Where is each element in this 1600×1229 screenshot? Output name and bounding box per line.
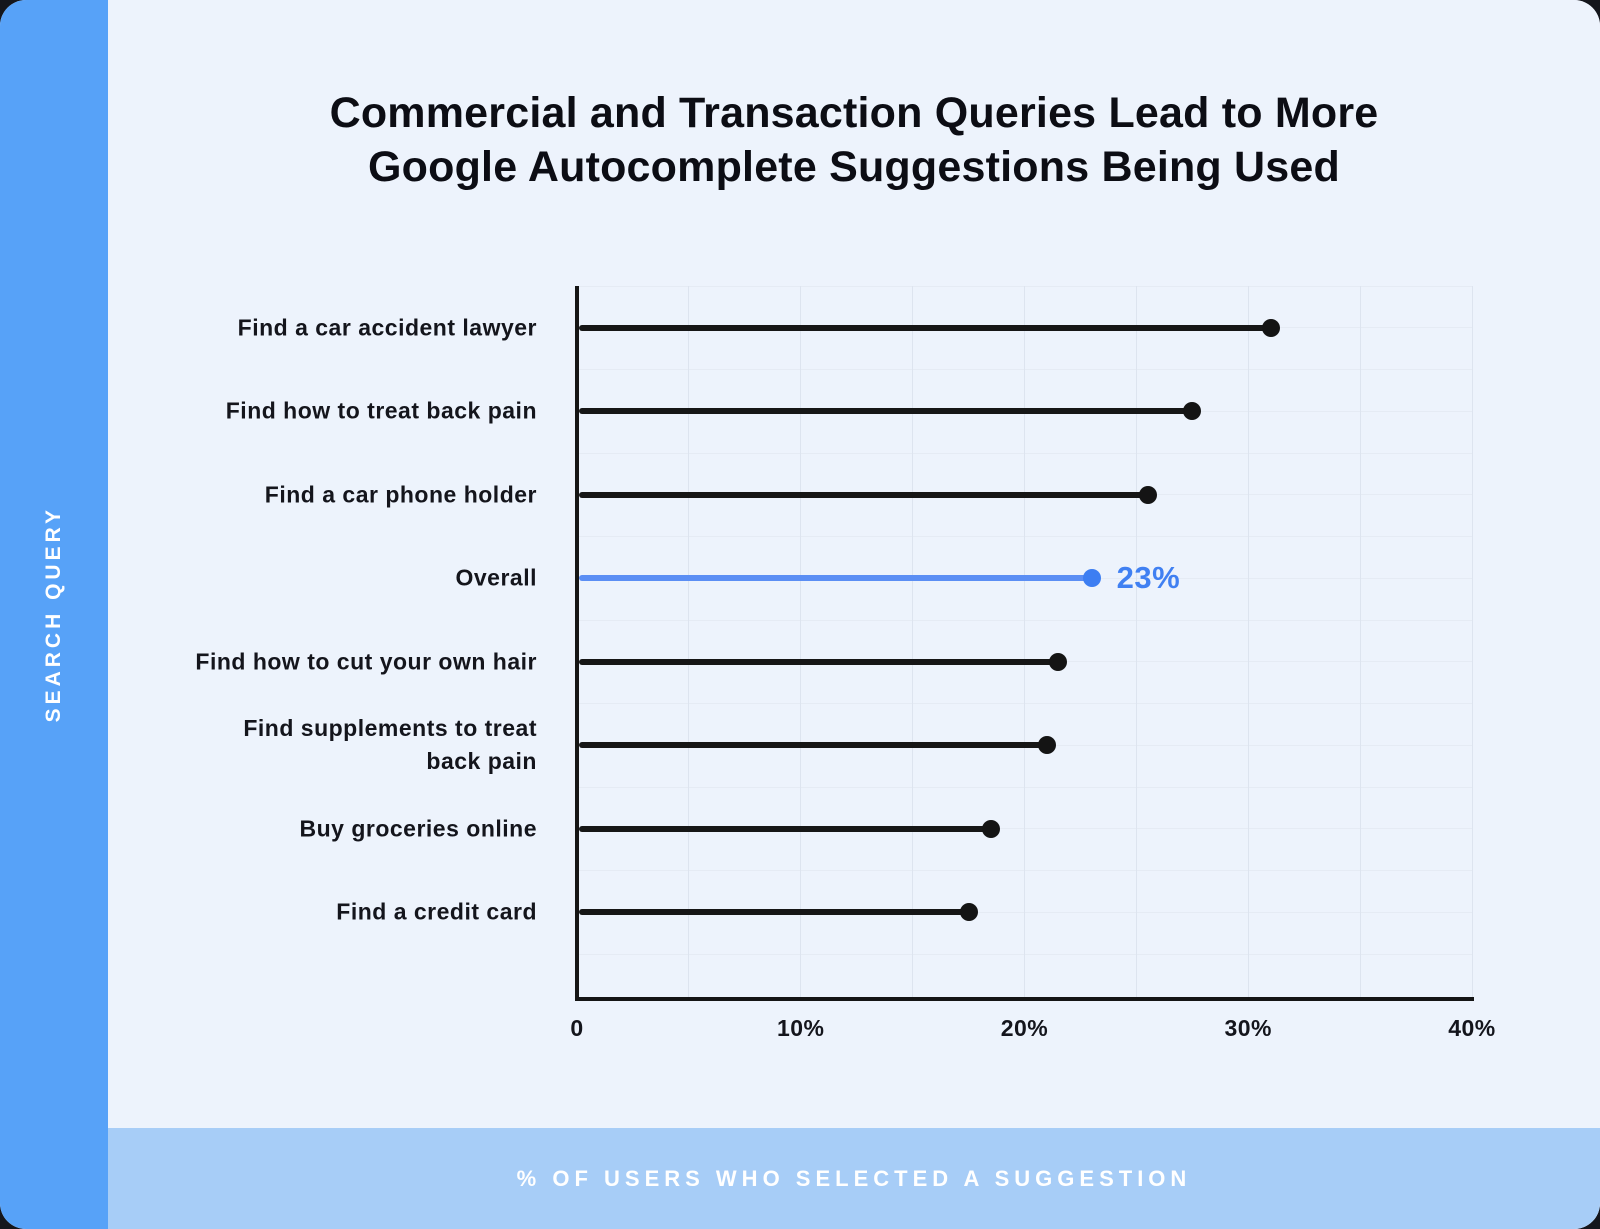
gridline-horizontal xyxy=(579,953,1472,955)
y-axis-title: SEARCH QUERY xyxy=(42,506,65,723)
x-tick-label: 0 xyxy=(570,1015,584,1041)
y-axis-title-band: SEARCH QUERY xyxy=(0,0,108,1229)
x-tick-label: 40% xyxy=(1448,1015,1496,1041)
x-tick-label: 30% xyxy=(1224,1015,1273,1041)
category-label: Find a credit card xyxy=(336,898,537,925)
chart-title-line-1: Commercial and Transaction Queries Lead … xyxy=(329,89,1379,137)
lollipop-dot xyxy=(1049,652,1068,671)
category-label: Find how to cut your own hair xyxy=(195,648,537,675)
gridline-vertical xyxy=(1359,286,1361,997)
x-axis-title-band: % OF USERS WHO SELECTED A SUGGESTION xyxy=(108,1128,1600,1229)
lollipop-dot xyxy=(1261,318,1280,337)
gridline-horizontal xyxy=(579,870,1472,871)
x-tick-label: 20% xyxy=(1000,1015,1049,1041)
lollipop-stem xyxy=(579,324,1271,331)
gridline-vertical xyxy=(1135,286,1137,997)
chart-title: Commercial and Transaction Queries Lead … xyxy=(108,86,1600,194)
category-label: Find a car accident lawyer xyxy=(237,314,537,341)
gridline-vertical xyxy=(688,286,690,997)
lollipop-stem xyxy=(579,408,1193,415)
gridline-horizontal xyxy=(579,619,1472,621)
lollipop-dot xyxy=(1138,485,1157,504)
gridline-horizontal xyxy=(579,911,1472,913)
lollipop-stem xyxy=(579,491,1148,498)
lollipop-dot xyxy=(959,903,978,922)
lollipop-stem xyxy=(579,909,969,916)
lollipop-dot xyxy=(1183,402,1202,421)
x-axis-title: % OF USERS WHO SELECTED A SUGGESTION xyxy=(516,1165,1192,1191)
x-axis-line xyxy=(575,997,1474,1001)
gridline-horizontal xyxy=(579,703,1472,704)
gridline-horizontal xyxy=(579,536,1472,537)
category-label: Find a car phone holder xyxy=(264,481,537,508)
gridline-vertical xyxy=(912,286,914,997)
x-tick-label: 10% xyxy=(776,1015,825,1041)
lollipop-dot xyxy=(1082,569,1101,588)
gridline-horizontal xyxy=(579,828,1472,830)
gridline-vertical xyxy=(1471,286,1473,997)
highlight-value-label: 23% xyxy=(1116,560,1181,596)
lollipop-dot xyxy=(981,819,1000,838)
gridline-horizontal xyxy=(579,285,1472,287)
lollipop-stem xyxy=(579,742,1047,749)
category-label: Find supplements to treat back pain xyxy=(243,715,537,775)
gridline-vertical xyxy=(800,286,802,997)
lollipop-dot xyxy=(1037,736,1056,755)
lollipop-stem xyxy=(579,575,1092,582)
gridline-horizontal xyxy=(579,452,1472,454)
gridline-horizontal xyxy=(579,369,1472,370)
lollipop-stem xyxy=(579,825,991,832)
category-label: Find how to treat back pain xyxy=(225,397,537,424)
gridline-vertical xyxy=(1024,286,1025,997)
chart-canvas xyxy=(108,0,1600,1229)
lollipop-stem xyxy=(579,658,1059,665)
y-axis-line xyxy=(575,286,579,1001)
chart-title-line-2: Google Autocomplete Suggestions Being Us… xyxy=(368,143,1340,191)
gridline-vertical xyxy=(1247,286,1249,997)
category-label: Overall xyxy=(455,564,537,591)
category-label: Buy groceries online xyxy=(299,815,537,842)
gridline-horizontal xyxy=(579,786,1472,788)
